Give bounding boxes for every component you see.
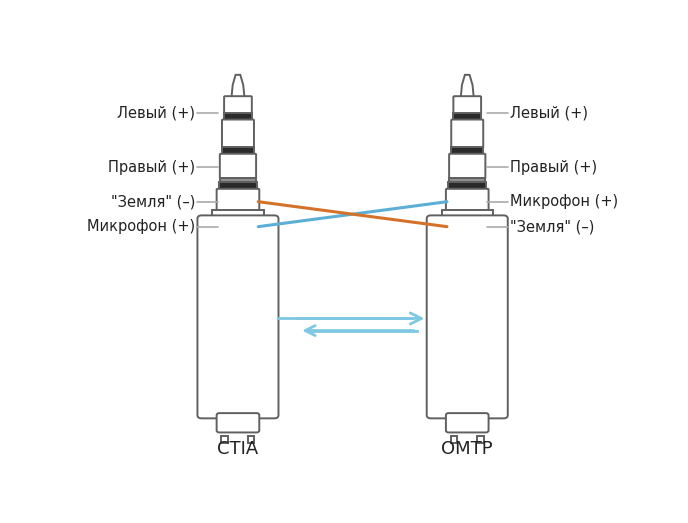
Bar <box>451 147 483 155</box>
Bar <box>213 210 264 219</box>
Text: "Земля" (–): "Земля" (–) <box>510 219 594 234</box>
Bar <box>219 183 257 190</box>
FancyBboxPatch shape <box>197 215 279 418</box>
FancyBboxPatch shape <box>453 96 481 114</box>
Bar <box>248 437 255 442</box>
FancyBboxPatch shape <box>217 189 259 211</box>
Polygon shape <box>231 75 244 97</box>
FancyBboxPatch shape <box>217 413 259 433</box>
Text: Левый (+): Левый (+) <box>118 106 195 121</box>
Bar <box>442 210 493 219</box>
FancyBboxPatch shape <box>446 189 488 211</box>
Polygon shape <box>461 75 474 97</box>
FancyBboxPatch shape <box>427 215 508 418</box>
Text: Левый (+): Левый (+) <box>510 106 588 121</box>
Text: Правый (+): Правый (+) <box>510 160 597 175</box>
FancyBboxPatch shape <box>446 413 488 433</box>
FancyBboxPatch shape <box>449 154 485 178</box>
FancyBboxPatch shape <box>220 154 256 178</box>
FancyBboxPatch shape <box>451 120 483 148</box>
Bar <box>477 437 484 442</box>
Bar <box>224 113 252 120</box>
FancyBboxPatch shape <box>222 120 254 148</box>
Text: Микрофон (+): Микрофон (+) <box>510 194 618 209</box>
Bar <box>449 177 485 183</box>
Bar <box>448 183 486 190</box>
Text: Микрофон (+): Микрофон (+) <box>87 219 195 234</box>
Bar <box>453 113 481 120</box>
Bar <box>222 147 254 155</box>
Bar <box>220 177 256 183</box>
Bar <box>222 437 228 442</box>
FancyBboxPatch shape <box>224 96 252 114</box>
Text: "Земля" (–): "Земля" (–) <box>111 194 195 209</box>
Bar <box>451 437 457 442</box>
Text: CTIA: CTIA <box>217 440 259 458</box>
Text: Правый (+): Правый (+) <box>108 160 195 175</box>
Text: OMTP: OMTP <box>442 440 493 458</box>
